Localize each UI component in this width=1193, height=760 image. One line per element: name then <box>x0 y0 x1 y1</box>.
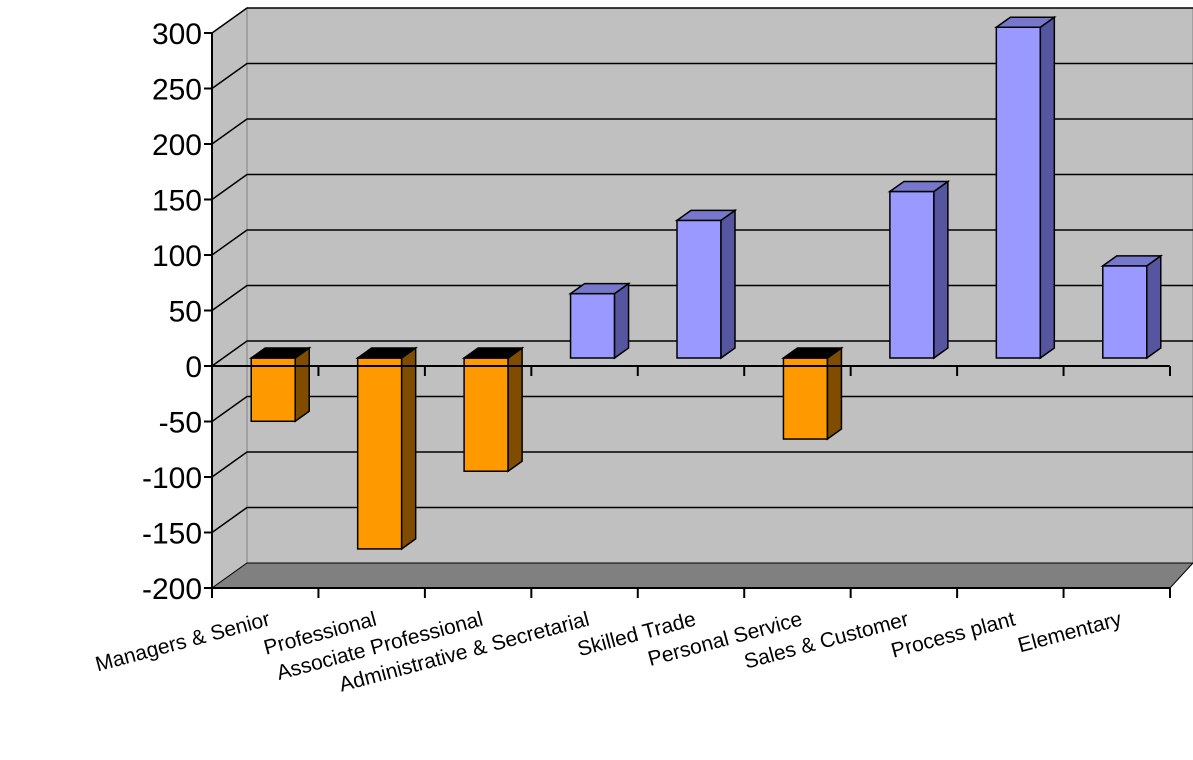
bar <box>993 15 1057 360</box>
bar-side <box>933 180 949 360</box>
bar-front <box>356 357 403 550</box>
y-tick-label: 200 <box>152 129 202 162</box>
gridline <box>211 340 1193 367</box>
plot-floor <box>210 562 1193 589</box>
bar-front <box>569 292 616 359</box>
gridline <box>211 62 1193 90</box>
gridline <box>211 118 1193 145</box>
bar <box>674 208 738 360</box>
bar-side <box>400 346 417 551</box>
y-tick-label: 100 <box>152 240 202 273</box>
bars <box>248 15 1164 551</box>
bar-front <box>782 357 829 440</box>
gridlines <box>211 7 1193 534</box>
bar-top <box>248 347 312 359</box>
bar-side <box>613 282 630 360</box>
y-axis-ticks: 300 250 200 150 100 50 0 -50 -100 -150 -200 <box>142 18 212 606</box>
bar <box>1100 254 1164 360</box>
x-category-label: Elementary <box>1016 607 1125 657</box>
gridline <box>211 7 1193 34</box>
bar-top <box>993 16 1057 28</box>
bar-side <box>826 346 843 441</box>
bar <box>568 282 631 360</box>
bar-front <box>676 219 722 359</box>
y-tick-label: -100 <box>142 462 202 495</box>
bar-top <box>461 347 525 359</box>
bar-top <box>355 347 419 359</box>
y-tick-label: -200 <box>142 573 202 606</box>
x-category-label: Process plant <box>889 608 1018 663</box>
bar-side <box>1146 254 1162 360</box>
gridline <box>211 284 1193 312</box>
bar <box>461 346 525 473</box>
gridline <box>211 173 1193 201</box>
bar-side <box>1039 15 1056 360</box>
bar-side <box>294 346 310 423</box>
bar-top <box>568 282 631 295</box>
y-tick-label: -150 <box>142 518 202 551</box>
gridline <box>211 229 1193 256</box>
bar-top <box>674 209 738 222</box>
gridline <box>211 451 1193 478</box>
y-tick-label: 250 <box>152 74 202 107</box>
bar-side <box>720 208 736 360</box>
gridline <box>211 395 1193 423</box>
y-tick-label: 150 <box>152 185 202 218</box>
bar-front <box>995 26 1042 359</box>
y-tick-label: 300 <box>152 18 202 51</box>
gridline <box>211 506 1193 534</box>
bar-top <box>887 180 951 193</box>
y-tick-label: 50 <box>169 296 202 329</box>
bar-front <box>250 357 296 423</box>
bar-front <box>1102 265 1148 359</box>
y-tick-label: -50 <box>159 407 202 440</box>
bar-top <box>781 347 844 359</box>
bar-front <box>889 190 935 359</box>
bar-front <box>463 357 509 472</box>
bar <box>248 346 312 423</box>
y-tick-label: 0 <box>185 351 202 384</box>
bar <box>887 180 951 360</box>
bar <box>355 346 419 551</box>
bar-top <box>1100 255 1164 267</box>
x-category-label: Managers & Senior <box>93 608 273 677</box>
axes <box>211 33 1171 598</box>
bar <box>781 346 844 441</box>
